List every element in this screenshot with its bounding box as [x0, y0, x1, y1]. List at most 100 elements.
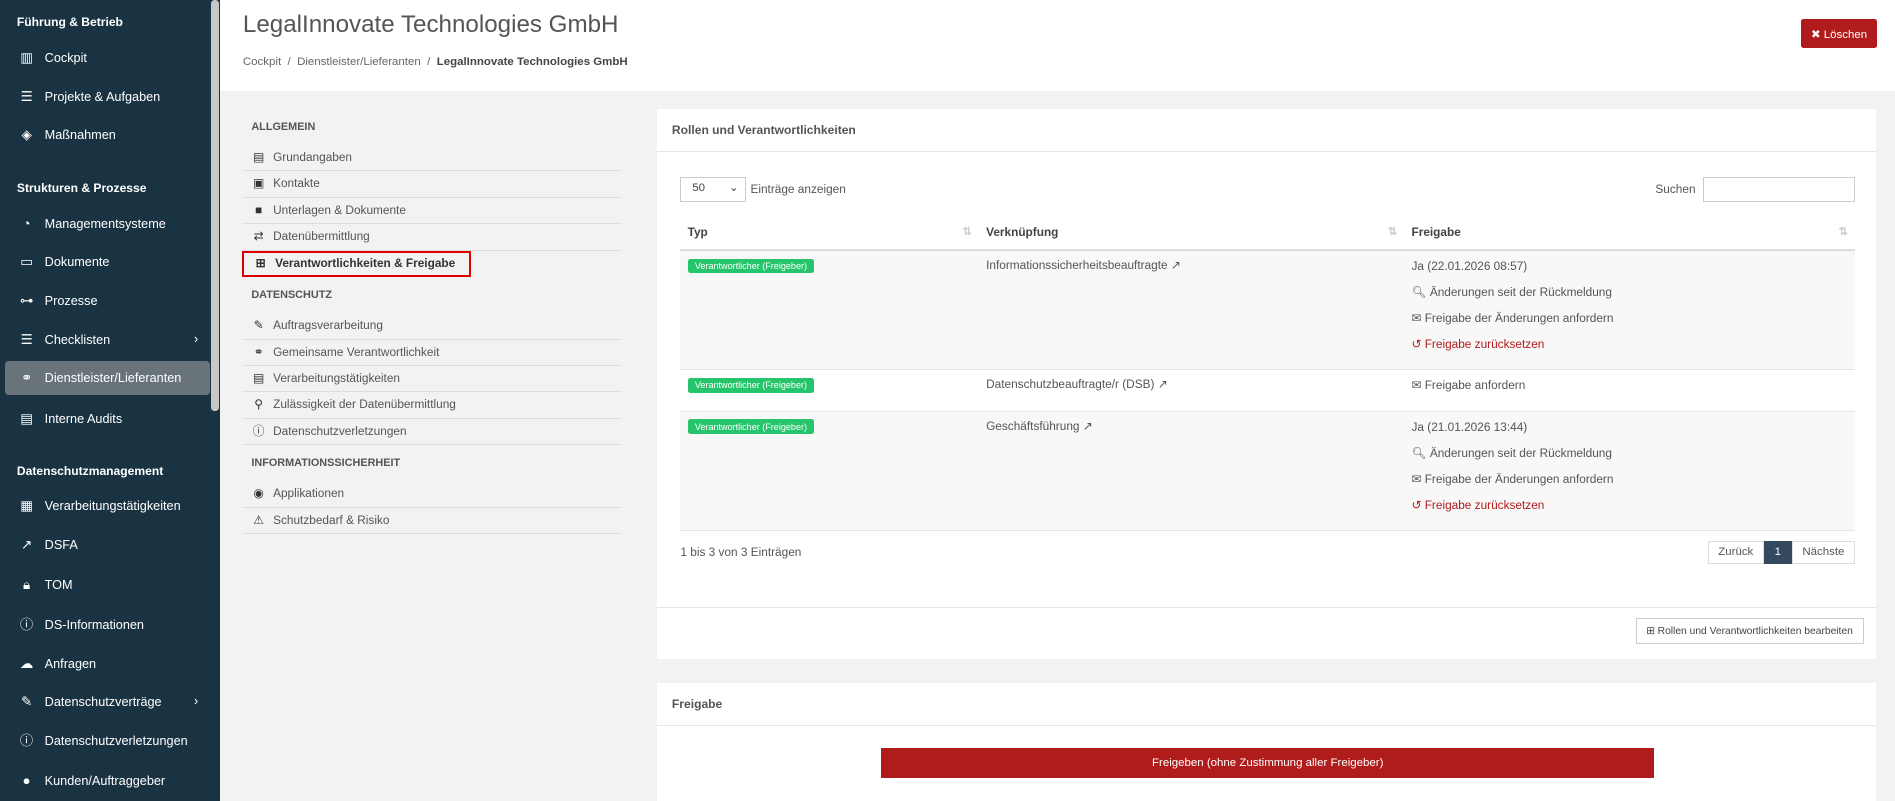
external-link-icon[interactable]: ↗: [1170, 257, 1181, 272]
column-typ[interactable]: Typ ⇅: [680, 214, 979, 251]
sidebar-item-dokumente[interactable]: ▭ Dokumente: [5, 245, 210, 279]
release-card-title: Freigabe: [657, 683, 1876, 727]
action-link[interactable]: ↺ Freigabe zurücksetzen: [1411, 497, 1545, 512]
edit-roles-button[interactable]: ⊞ Rollen und Verantwortlichkeiten bearbe…: [1635, 617, 1864, 644]
action-link[interactable]: ✉ Freigabe der Änderungen anfordern: [1411, 471, 1614, 486]
info-icon: ⓘ: [19, 616, 34, 632]
subnav-item[interactable]: ⚠ Schutzbedarf & Risiko: [241, 508, 623, 535]
envelope-icon: ✉: [1411, 310, 1422, 325]
release-status: Ja (21.01.2026 13:44): [1411, 419, 1528, 434]
sort-icon: ⇅: [1838, 225, 1848, 238]
page-1-button[interactable]: 1: [1763, 540, 1792, 565]
next-page-button[interactable]: Nächste: [1791, 540, 1856, 565]
sidebar-item-dienstleister-lieferanten[interactable]: ⚭ Dienstleister/Lieferanten: [4, 361, 211, 396]
sidebar-scrollbar[interactable]: [211, 0, 219, 411]
search-label: Suchen: [1655, 182, 1696, 197]
page-size-label: Einträge anzeigen: [750, 182, 846, 197]
subnav-icon: ⚭: [253, 344, 264, 359]
lock-icon: 🔒︎: [23, 576, 31, 592]
subnav-item[interactable]: ▣ Kontakte: [241, 171, 623, 198]
sidebar-item-verarbeitungstätigkeiten[interactable]: ▦ Verarbeitungstätigkeiten: [5, 489, 210, 523]
subnav-section-title: INFORMATIONSSICHERHEIT: [251, 457, 401, 470]
breadcrumb-current: LegalInnovate Technologies GmbH: [436, 55, 628, 68]
sidebar-item-tom[interactable]: 🔒︎ TOM: [5, 568, 210, 602]
subnav-icon: ✎: [253, 318, 264, 333]
release-without-approval-button[interactable]: Freigeben (ohne Zustimmung aller Freigeb…: [880, 748, 1655, 779]
action-link[interactable]: ✉ Freigabe anfordern: [1411, 378, 1526, 393]
subnav-item[interactable]: ▤ Verarbeitungstätigkeiten: [241, 366, 623, 393]
sidebar-item-maßnahmen[interactable]: ◈ Maßnahmen: [5, 118, 210, 152]
subnav-item[interactable]: ⇄ Datenübermittlung: [241, 224, 623, 251]
sub-navigation: ALLGEMEIN ▤ Grundangaben ▣ Kontakte ■ Unterlag…: [241, 116, 623, 535]
breadcrumb-cockpit[interactable]: Cockpit: [242, 55, 282, 68]
action-link[interactable]: ✉ Freigabe der Änderungen anfordern: [1411, 310, 1614, 325]
subnav-item[interactable]: ⚲ Zulässigkeit der Datenübermittlung: [241, 392, 623, 419]
type-badge: Verantwortlicher (Freigeber): [687, 419, 815, 435]
breadcrumb-dienstleister[interactable]: Dienstleister/Lieferanten: [297, 55, 421, 68]
page-size-select[interactable]: 50 ⌄: [680, 177, 746, 202]
sidebar-item-anfragen[interactable]: ☁ Anfragen: [5, 647, 210, 681]
subnav-icon: ■: [255, 202, 263, 217]
sidebar-item-managementsysteme[interactable]: ◔ Managementsysteme: [5, 207, 210, 241]
page-title: LegalInnovate Technologies GmbH: [242, 10, 619, 38]
subnav-icon: ▤: [253, 150, 265, 164]
sidebar-item-cockpit[interactable]: ▥ Cockpit: [5, 41, 210, 75]
tasks-icon: ☰: [20, 88, 33, 104]
subnav-icon: ▤: [253, 371, 265, 386]
breadcrumb: Cockpit / Dienstleister/Lieferanten / Le…: [242, 55, 628, 68]
table-info: 1 bis 3 von 3 Einträgen: [680, 545, 802, 560]
column-verknuepfung[interactable]: Verknüpfung ⇅: [978, 214, 1405, 251]
gauge-icon: ◔: [22, 215, 31, 231]
page-header: LegalInnovate Technologies GmbH Cockpit …: [219, 0, 1895, 91]
close-icon: ✖: [1810, 28, 1821, 41]
sitemap-icon: ⊶: [19, 292, 34, 308]
list-icon: ☰: [20, 331, 33, 347]
sidebar-item-interne-audits[interactable]: ▤ Interne Audits: [5, 402, 210, 436]
chart-bar-icon: ▥: [20, 50, 33, 66]
subnav-item[interactable]: ◉ Applikationen: [241, 481, 623, 508]
sidebar-section-title: Datenschutzmanagement: [16, 464, 164, 479]
subnav-item[interactable]: ▤ Grundangaben: [241, 145, 623, 172]
link-text[interactable]: Informationssicherheitsbeauftragte: [986, 257, 1168, 272]
subnav-item[interactable]: ✎ Auftragsverarbeitung: [241, 313, 623, 340]
sidebar-item-projekte-aufgaben[interactable]: ☰ Projekte & Aufgaben: [5, 80, 210, 114]
folder-icon: ▭: [20, 254, 33, 270]
user-icon: ●: [22, 772, 31, 788]
action-link[interactable]: ↺ Freigabe zurücksetzen: [1411, 336, 1545, 351]
sidebar-item-prozesse[interactable]: ⊶ Prozesse: [5, 284, 210, 318]
sidebar-item-checklisten[interactable]: ☰ Checklisten ›: [5, 323, 210, 357]
external-link-icon[interactable]: ↗: [1082, 418, 1093, 433]
search-icon: 🔍︎: [1411, 284, 1427, 299]
search-input[interactable]: [1702, 176, 1856, 203]
link-text[interactable]: Geschäftsführung: [986, 418, 1080, 433]
action-link[interactable]: 🔍︎ Änderungen seit der Rückmeldung: [1411, 284, 1612, 299]
clipboard-icon: ▤: [20, 411, 33, 427]
delete-button[interactable]: ✖ Löschen: [1801, 19, 1877, 48]
link-text[interactable]: Datenschutzbeauftragte/r (DSB): [986, 377, 1155, 392]
line-chart-icon: ↗: [20, 537, 33, 553]
sort-icon: ⇅: [1387, 225, 1397, 238]
action-link[interactable]: 🔍︎ Änderungen seit der Rückmeldung: [1411, 445, 1612, 460]
subnav-item[interactable]: ■ Unterlagen & Dokumente: [241, 198, 623, 225]
subnav-item[interactable]: ⊞ Verantwortlichkeiten & Freigabe: [241, 250, 472, 278]
sitemap-icon: ⊞: [1646, 625, 1658, 637]
sidebar-item-datenschutzverletzungen[interactable]: ⓘ Datenschutzverletzungen: [5, 724, 210, 758]
undo-icon: ↺: [1411, 497, 1422, 512]
type-badge: Verantwortlicher (Freigeber): [687, 377, 815, 393]
sidebar-item-datenschutzverträge[interactable]: ✎ Datenschutzverträge ›: [5, 685, 210, 719]
directions-icon: ◈: [21, 127, 32, 143]
search-icon: 🔍︎: [1411, 445, 1427, 460]
subnav-item[interactable]: ⓘ Datenschutzverletzungen: [241, 419, 623, 446]
table-icon: ▦: [20, 498, 33, 514]
handshake-icon: ⚭: [20, 370, 33, 386]
table-row: Verantwortlicher (Freigeber) Geschäftsfü…: [680, 411, 1856, 531]
sidebar-item-dsfa[interactable]: ↗ DSFA: [5, 528, 210, 562]
external-link-icon[interactable]: ↗: [1157, 377, 1168, 392]
subnav-icon: ▣: [253, 176, 265, 191]
sidebar-item-ds-informationen[interactable]: ⓘ DS-Informationen: [5, 608, 210, 642]
column-freigabe[interactable]: Freigabe ⇅: [1404, 214, 1856, 251]
subnav-section-title: DATENSCHUTZ: [251, 289, 332, 302]
subnav-item[interactable]: ⚭ Gemeinsame Verantwortlichkeit: [241, 340, 623, 367]
prev-page-button[interactable]: Zurück: [1707, 540, 1764, 565]
sidebar-item-kunden-auftraggeber[interactable]: ● Kunden/Auftraggeber: [5, 764, 210, 798]
